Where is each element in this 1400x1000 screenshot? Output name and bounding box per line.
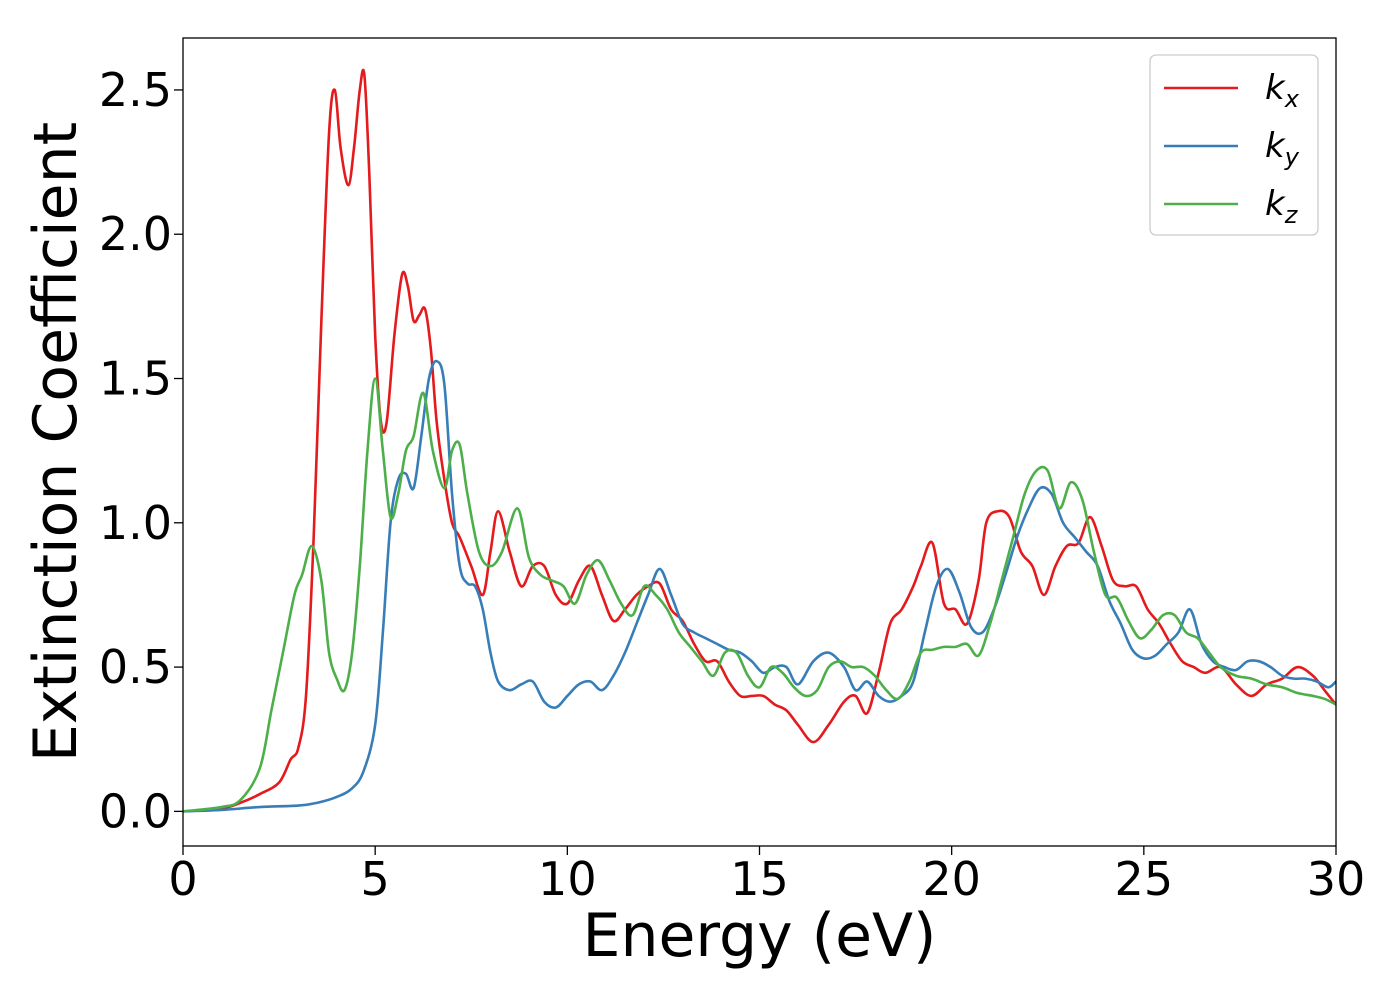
y-axis-title: Extinction Coefficient — [21, 122, 91, 762]
y-tick-label: 2.0 — [99, 207, 172, 261]
x-tick-label: 20 — [922, 852, 981, 906]
x-tick-label: 0 — [168, 852, 197, 906]
x-axis-title: Energy (eV) — [583, 901, 937, 971]
series-line-ky — [183, 359, 1336, 813]
x-tick-label: 5 — [361, 852, 390, 906]
y-tick-label: 1.5 — [99, 352, 172, 406]
x-tick-label: 15 — [730, 852, 789, 906]
x-tick-label: 25 — [1115, 852, 1174, 906]
y-tick-label: 0.5 — [99, 640, 172, 694]
series-layer — [183, 68, 1336, 813]
x-tick-label: 10 — [538, 852, 597, 906]
y-axis: 0.0 0.5 1.0 1.5 2.0 2.5 — [99, 63, 183, 838]
series-line-kz — [183, 377, 1336, 813]
y-tick-label: 2.5 — [99, 63, 172, 117]
series-line-kx — [183, 68, 1336, 813]
x-axis: 0 5 10 15 20 25 30 — [168, 846, 1365, 906]
y-tick-label: 0.0 — [99, 784, 172, 838]
x-tick-label: 30 — [1307, 852, 1366, 906]
y-tick-label: 1.0 — [99, 496, 172, 550]
